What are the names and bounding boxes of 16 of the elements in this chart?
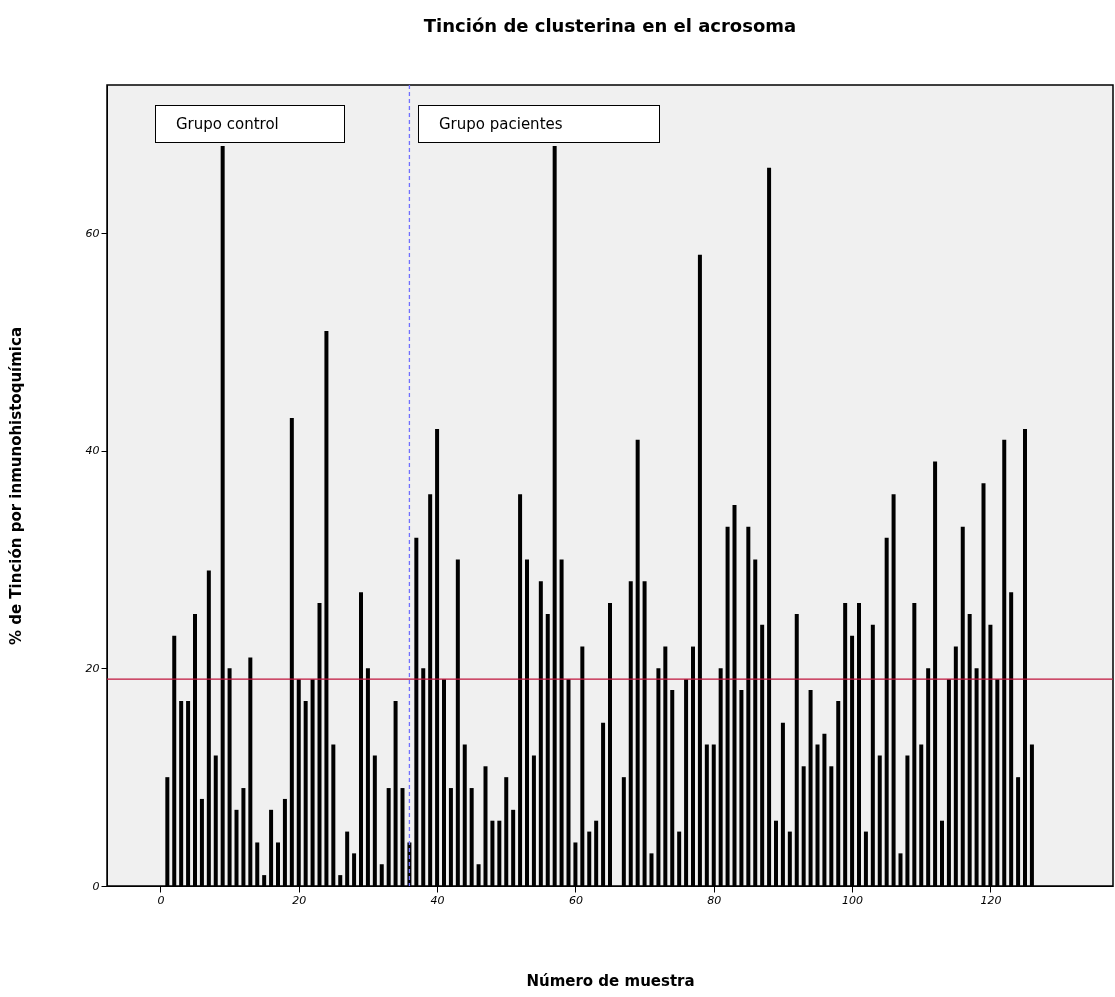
x-axis-title: Número de muestra bbox=[526, 971, 695, 990]
y-tick-label: 40 bbox=[85, 444, 100, 458]
x-tick-label: 120 bbox=[980, 893, 1002, 907]
text-box: Grupo pacientes bbox=[418, 105, 660, 143]
text-box: Grupo control bbox=[155, 105, 345, 143]
x-tick-label: 40 bbox=[430, 893, 445, 907]
y-tick-label: 60 bbox=[85, 226, 100, 240]
y-tick-label: 0 bbox=[92, 879, 100, 893]
x-tick-label: 0 bbox=[157, 893, 165, 907]
x-tick-label: 100 bbox=[842, 893, 864, 907]
x-tick-label: 80 bbox=[707, 893, 722, 907]
chart-title: Tinción de clusterina en el acrosoma bbox=[423, 15, 797, 37]
x-tick-label: 60 bbox=[568, 893, 583, 907]
y-tick-label: 20 bbox=[85, 661, 100, 675]
y-axis-title: % de Tinción por inmunohistoquímica bbox=[6, 326, 25, 646]
x-tick-label: 20 bbox=[292, 893, 307, 907]
